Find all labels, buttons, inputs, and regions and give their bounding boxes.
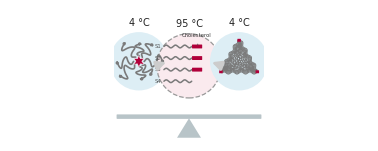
- FancyBboxPatch shape: [256, 70, 259, 73]
- Text: 4 °C: 4 °C: [129, 18, 149, 28]
- FancyBboxPatch shape: [237, 39, 241, 42]
- Polygon shape: [177, 118, 201, 138]
- Text: 4 °C: 4 °C: [229, 18, 249, 28]
- FancyBboxPatch shape: [192, 68, 202, 72]
- Text: S4: S4: [154, 79, 161, 84]
- Text: S2: S2: [154, 56, 161, 61]
- Text: Cholesterol: Cholesterol: [182, 33, 212, 45]
- Text: S1: S1: [154, 44, 161, 49]
- Circle shape: [110, 32, 168, 90]
- Text: S3: S3: [154, 67, 161, 72]
- FancyBboxPatch shape: [192, 45, 202, 48]
- Text: 95 °C: 95 °C: [175, 19, 203, 29]
- Polygon shape: [134, 55, 144, 67]
- Circle shape: [210, 32, 268, 90]
- FancyBboxPatch shape: [192, 56, 202, 60]
- Circle shape: [157, 34, 221, 98]
- FancyBboxPatch shape: [219, 70, 223, 73]
- FancyBboxPatch shape: [116, 114, 262, 119]
